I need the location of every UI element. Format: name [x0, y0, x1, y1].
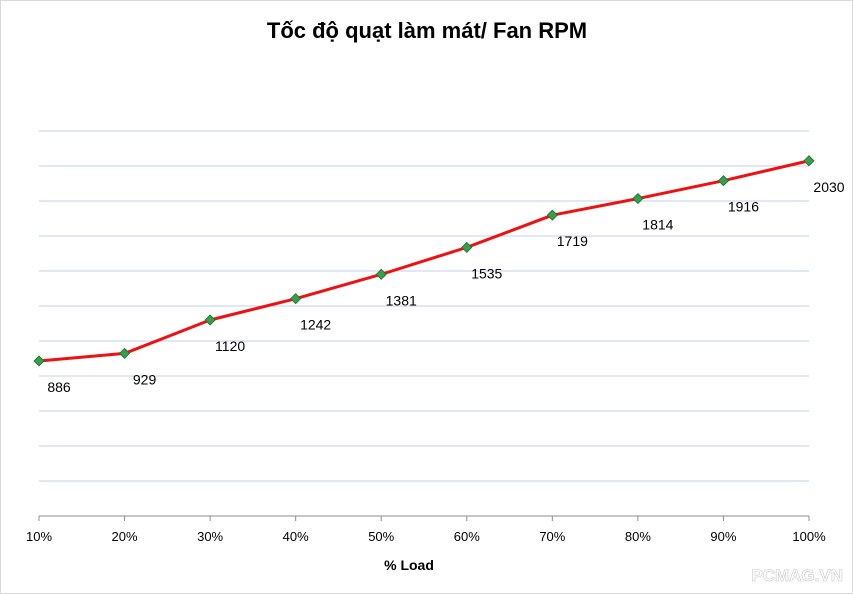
x-tick-label: 80% — [625, 529, 651, 544]
data-label: 1814 — [642, 217, 673, 233]
series-line — [37, 159, 811, 363]
data-label: 1381 — [386, 292, 417, 308]
data-label: 1120 — [215, 338, 245, 354]
data-label: 2030 — [813, 179, 844, 195]
data-label: 1916 — [728, 199, 759, 215]
data-point-marker — [375, 268, 387, 280]
data-point-marker — [33, 355, 45, 367]
data-point-marker — [803, 155, 815, 167]
x-axis-title: % Load — [384, 557, 434, 573]
chart-title: Tốc độ quạt làm mát/ Fan RPM — [267, 18, 587, 43]
x-tick-label: 60% — [454, 529, 480, 544]
data-point-marker — [461, 241, 473, 253]
data-point-marker — [632, 192, 644, 205]
data-label: 929 — [133, 371, 157, 387]
x-tick-label: 30% — [197, 529, 223, 544]
data-label: 1242 — [300, 317, 331, 333]
data-labels: 886 929 1120 1242 1381 1535 1719 1814 1916 2030 — [47, 179, 844, 395]
watermark: PCMAG.VN — [751, 566, 843, 585]
x-tick-label: 70% — [539, 529, 565, 544]
data-label: 886 — [47, 379, 71, 395]
data-point-marker — [204, 314, 216, 326]
x-tick-label: 50% — [368, 529, 394, 544]
x-tick-label: 20% — [112, 529, 138, 544]
x-tick-label: 100% — [792, 529, 826, 544]
x-tick-label: 40% — [283, 529, 309, 544]
x-tick-label: 10% — [26, 529, 52, 544]
data-point-marker — [546, 209, 558, 221]
x-axis: 10% 20% 30% 40% 50% 60% 70% 80% 90% 100% — [26, 515, 826, 544]
data-point-marker — [717, 175, 730, 187]
x-tick-label: 90% — [710, 529, 736, 544]
series-fan-rpm — [33, 155, 815, 367]
data-point-marker — [290, 293, 302, 305]
data-label: 1535 — [471, 265, 502, 281]
data-label: 1719 — [557, 233, 588, 249]
data-point-marker — [118, 347, 131, 359]
gridlines — [39, 130, 809, 482]
